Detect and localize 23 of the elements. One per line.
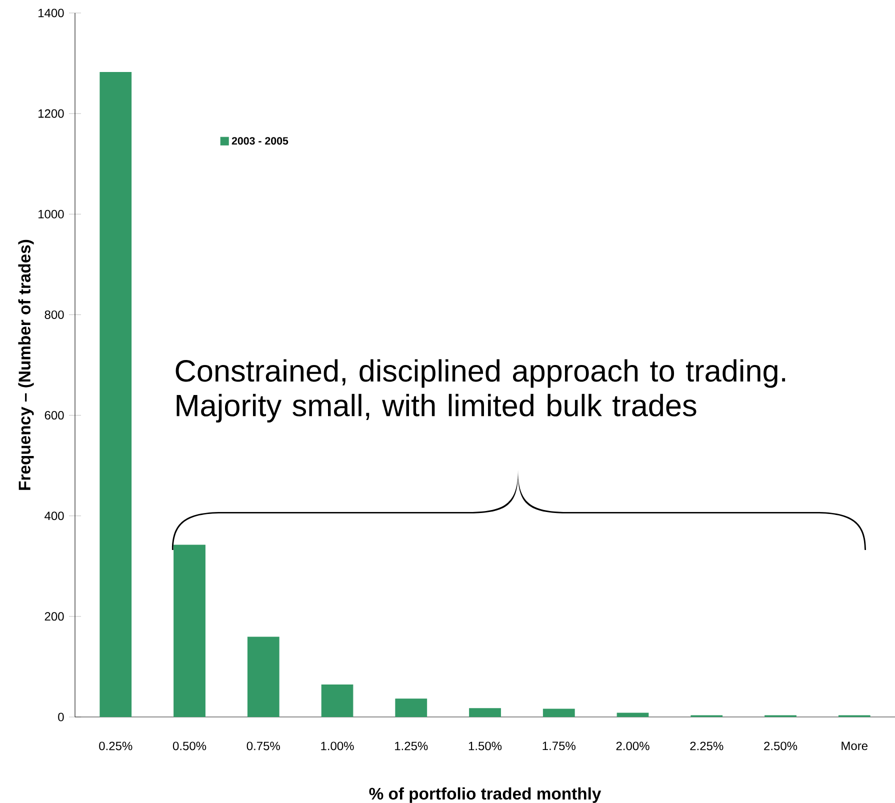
y-tick-label: 600: [44, 411, 64, 420]
y-tick-label: 0: [58, 712, 64, 722]
x-tick-label: 1.25%: [395, 742, 428, 750]
y-tick-label: 1400: [38, 8, 64, 18]
x-axis-title: % of portfolio traded monthly: [369, 787, 602, 803]
x-tick-label: 2.00%: [616, 742, 650, 750]
y-tick-label: 400: [44, 512, 64, 520]
x-tick-label: 2.25%: [690, 742, 724, 750]
legend-label: 2003 - 2005: [232, 137, 288, 145]
x-tick-label: 1.00%: [321, 742, 354, 750]
x-tick-label: 2.50%: [764, 742, 798, 750]
x-tick-label: 0.75%: [246, 742, 280, 750]
annotation: Constrained, disciplined approach to trading. Majority small, with limited bulk trades: [176, 359, 786, 422]
y-tick-label: 1000: [38, 210, 64, 218]
x-tick-label: 1.50%: [468, 742, 502, 750]
y-tick-label: 800: [44, 310, 64, 319]
y-axis-title: Frequency – (Number of trades): [18, 240, 34, 490]
x-tick-label: 1.75%: [542, 742, 576, 750]
x-tick-label: 0.25%: [99, 742, 132, 750]
y-tick-label: 1200: [38, 109, 64, 118]
y-tick-label: 200: [44, 612, 64, 621]
x-tick-label: More: [842, 742, 868, 750]
x-tick-label: 0.50%: [172, 742, 206, 750]
